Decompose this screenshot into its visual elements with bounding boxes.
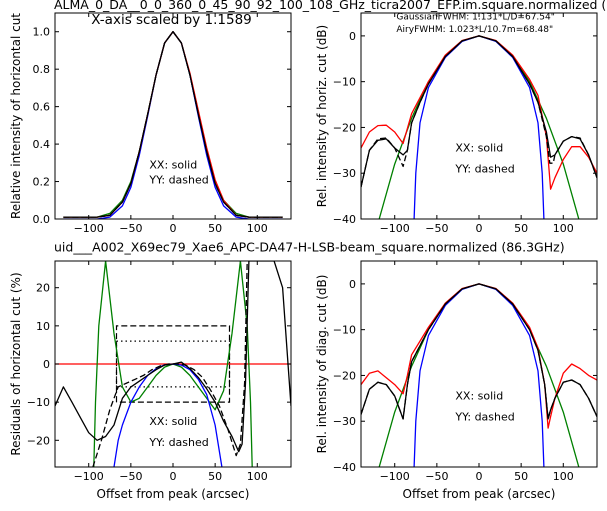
x-tick-label: 50	[514, 470, 528, 483]
series-line-black-dashed	[63, 31, 283, 218]
y-tick-label: 0.6	[33, 101, 51, 114]
y-tick-label: 20	[36, 282, 50, 295]
annotation: XX: solid	[455, 390, 503, 403]
x-tick-label: −50	[119, 222, 142, 235]
series-line-blue-solid	[413, 35, 545, 219]
y-axis-label: Rel. intensity of horiz. cut (dB)	[315, 25, 329, 207]
y-tick-label: −20	[27, 434, 50, 447]
x-tick-label: 100	[553, 470, 574, 483]
annotation: XX: solid	[149, 158, 197, 171]
series-line-green-solid	[63, 31, 283, 218]
y-tick-label: 0.0	[33, 213, 51, 226]
plot-area	[361, 35, 597, 219]
x-tick-label: 0	[476, 470, 483, 483]
plot-area	[55, 261, 291, 467]
annotation: AiryFWHM: 1.023*L/10.7m=68.48"	[396, 25, 553, 35]
series-line-black-solid	[63, 31, 283, 218]
annotation: YY: dashed	[148, 173, 208, 186]
x-tick-label: 100	[247, 222, 268, 235]
axes-frame	[54, 12, 292, 220]
x-tick-label: 50	[514, 222, 528, 235]
plot-area	[361, 283, 597, 467]
y-tick-label: 0.2	[33, 176, 51, 189]
series-line-green-solid	[378, 35, 580, 219]
y-tick-label: −40	[333, 213, 356, 226]
y-tick-label: 0	[43, 358, 50, 371]
series-line-black-solid	[55, 261, 291, 453]
y-tick-label: 0	[349, 30, 356, 43]
x-axis-label: Offset from peak (arcsec)	[403, 487, 556, 501]
figure-mid-title: uid___A002_X69ec79_Xae6_APC-DA47-H-LSB-b…	[54, 240, 565, 255]
series-line-blue-solid	[63, 31, 283, 219]
annotation: GaussianFWHM: 1.131*L/D=67.54"	[396, 12, 554, 22]
y-tick-label: 10	[36, 320, 50, 333]
y-axis-label: Rel. intensity of diag. cut (dB)	[315, 275, 329, 454]
annotation: YY: dashed	[454, 162, 514, 175]
x-tick-label: 50	[208, 470, 222, 483]
x-tick-label: 0	[476, 222, 483, 235]
annotation: XX: solid	[149, 415, 197, 428]
x-tick-label: −100	[380, 222, 410, 235]
x-tick-label: −100	[74, 470, 104, 483]
x-tick-label: 0	[170, 222, 177, 235]
x-tick-label: −100	[74, 222, 104, 235]
y-axis-label: Relative intensity of horizontal cut	[9, 13, 23, 219]
annotation: YY: dashed	[454, 410, 514, 423]
series-line-black-dashed	[361, 283, 597, 420]
series-line-blue-solid	[413, 283, 545, 467]
y-tick-label: 0.4	[33, 138, 51, 151]
annotation: YY: dashed	[148, 436, 208, 449]
y-tick-label: −30	[333, 167, 356, 180]
x-tick-label: −100	[380, 470, 410, 483]
y-tick-label: −20	[333, 369, 356, 382]
y-tick-label: −30	[333, 415, 356, 428]
y-tick-label: −40	[333, 461, 356, 474]
annotation: XX: solid	[455, 142, 503, 155]
axes-frame	[360, 260, 598, 468]
y-tick-label: −10	[27, 396, 50, 409]
plot-area	[63, 31, 283, 219]
x-tick-label: 0	[170, 470, 177, 483]
x-tick-label: −50	[425, 222, 448, 235]
chart-top-left: −100 −50 0 50 100 0.0 0.2 0.4 0.6 0.8 1.0 Relative …	[9, 12, 292, 235]
axes-frame	[360, 12, 598, 220]
y-axis-label: Residuals of horizontal cut (%)	[9, 272, 23, 455]
x-tick-label: 100	[247, 470, 268, 483]
series-line-red-solid	[63, 31, 283, 218]
x-tick-label: −50	[425, 470, 448, 483]
y-tick-label: −10	[333, 324, 356, 337]
x-tick-label: 50	[208, 222, 222, 235]
x-axis-label: Offset from peak (arcsec)	[97, 487, 250, 501]
y-tick-label: 0.8	[33, 63, 51, 76]
y-tick-label: −20	[333, 121, 356, 134]
x-tick-label: −50	[119, 470, 142, 483]
y-tick-label: 1.0	[33, 26, 51, 39]
x-tick-label: 100	[553, 222, 574, 235]
y-tick-label: 0	[349, 278, 356, 291]
annotation: X-axis scaled by 1.1589	[91, 12, 252, 28]
series-line-black-dashed	[92, 261, 248, 467]
y-tick-label: −10	[333, 76, 356, 89]
series-line-black-dashed	[361, 35, 597, 188]
figure-top-title: ALMA_0_DA__0_0_360_0_45_90_92_100_108_GH…	[54, 0, 606, 12]
